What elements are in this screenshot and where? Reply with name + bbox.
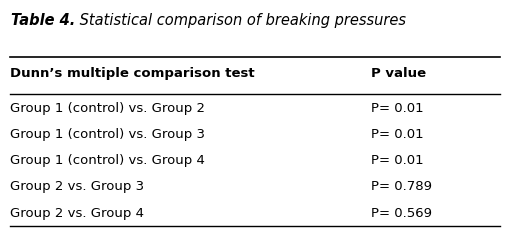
Text: P= 0.893: P= 0.893 (371, 233, 432, 234)
Text: Dunn’s multiple comparison test: Dunn’s multiple comparison test (10, 67, 255, 80)
Text: P value: P value (371, 67, 426, 80)
Text: Group 2 vs. Group 4: Group 2 vs. Group 4 (10, 207, 144, 220)
Text: P= 0.569: P= 0.569 (371, 207, 432, 220)
Text: P= 0.01: P= 0.01 (371, 102, 424, 115)
Text: Table 4.: Table 4. (11, 13, 75, 28)
Text: Group 1 (control) vs. Group 3: Group 1 (control) vs. Group 3 (10, 128, 205, 141)
Text: P= 0.01: P= 0.01 (371, 128, 424, 141)
Text: Group 1 (control) vs. Group 4: Group 1 (control) vs. Group 4 (10, 154, 205, 167)
Text: Group 3 vs. Group 4: Group 3 vs. Group 4 (10, 233, 144, 234)
Text: P= 0.789: P= 0.789 (371, 180, 432, 194)
Text: Group 2 vs. Group 3: Group 2 vs. Group 3 (10, 180, 144, 194)
Text: P= 0.01: P= 0.01 (371, 154, 424, 167)
Text: Group 1 (control) vs. Group 2: Group 1 (control) vs. Group 2 (10, 102, 205, 115)
Text: Statistical comparison of breaking pressures: Statistical comparison of breaking press… (75, 13, 406, 28)
